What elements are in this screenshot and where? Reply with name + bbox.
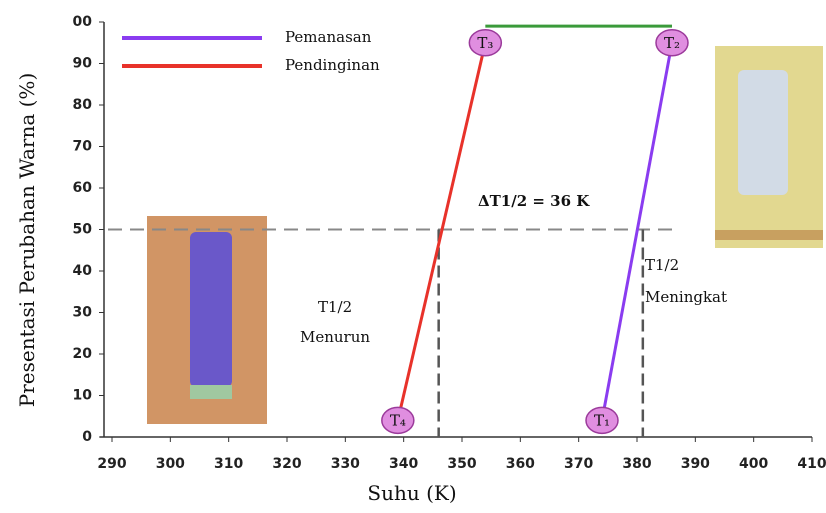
y-tick-label: 0 bbox=[82, 429, 92, 445]
x-tick-label: 390 bbox=[681, 456, 710, 472]
point-label: T₃ bbox=[477, 34, 493, 52]
x-tick-label: 350 bbox=[447, 456, 476, 472]
photo-right bbox=[715, 46, 823, 248]
x-tick-label: 320 bbox=[272, 456, 301, 472]
chart: Suhu (K) Presentasi Perubahan Warna (%) … bbox=[0, 0, 826, 513]
annotation: Meningkat bbox=[645, 288, 727, 306]
x-tick-label: 370 bbox=[564, 456, 593, 472]
y-tick-label: 40 bbox=[73, 263, 93, 279]
series-line bbox=[602, 43, 672, 421]
x-tick-label: 330 bbox=[331, 456, 360, 472]
x-tick-label: 290 bbox=[97, 456, 126, 472]
y-tick-label: 30 bbox=[73, 305, 93, 321]
annotation: T1/2 bbox=[318, 298, 352, 316]
series-line bbox=[398, 43, 486, 421]
x-tick-label: 310 bbox=[214, 456, 243, 472]
x-tick-label: 380 bbox=[622, 456, 651, 472]
legend-label: Pendinginan bbox=[285, 56, 380, 74]
point-label: T₄ bbox=[390, 411, 406, 429]
annotation: T1/2 bbox=[645, 256, 679, 274]
x-tick-label: 410 bbox=[797, 456, 826, 472]
x-tick-label: 340 bbox=[389, 456, 418, 472]
y-axis-label: Presentasi Perubahan Warna (%) bbox=[15, 73, 39, 408]
x-tick-label: 360 bbox=[506, 456, 535, 472]
point-label: T₂ bbox=[664, 34, 680, 52]
annotation: ΔT1/2 = 36 K bbox=[478, 192, 590, 210]
y-tick-label: 70 bbox=[73, 139, 93, 155]
y-tick-label: 90 bbox=[73, 56, 93, 72]
annotation: Menurun bbox=[300, 328, 370, 346]
y-tick-label: 80 bbox=[73, 97, 93, 113]
y-tick-label: 60 bbox=[73, 180, 93, 196]
y-tick-label: 20 bbox=[73, 346, 93, 362]
y-tick-label: 00 bbox=[73, 14, 93, 30]
y-tick-label: 50 bbox=[73, 222, 93, 238]
photo-left bbox=[147, 216, 267, 424]
legend-label: Pemanasan bbox=[285, 28, 372, 46]
y-tick-label: 10 bbox=[73, 388, 93, 404]
x-axis-label: Suhu (K) bbox=[367, 481, 456, 505]
x-tick-label: 300 bbox=[156, 456, 185, 472]
point-label: T₁ bbox=[594, 411, 610, 429]
x-tick-label: 400 bbox=[739, 456, 768, 472]
